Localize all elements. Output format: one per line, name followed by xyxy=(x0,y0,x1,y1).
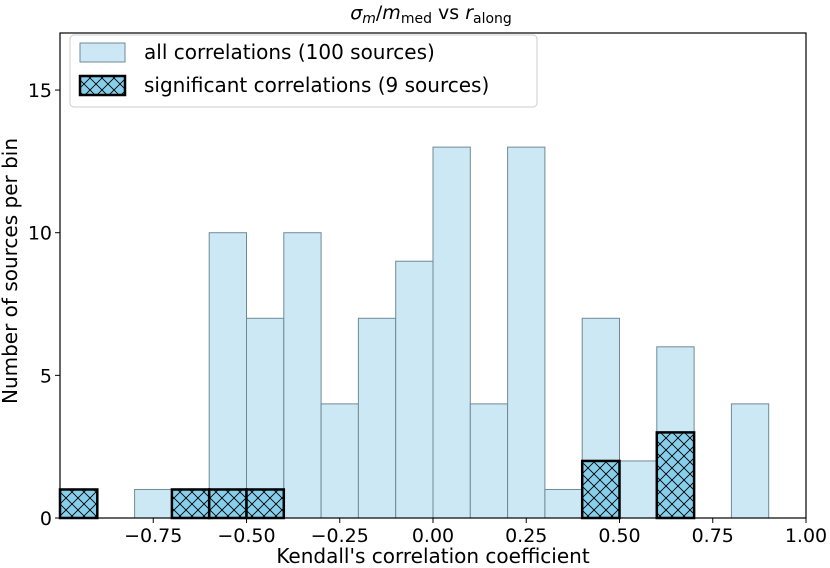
x-axis-ticks: −0.75 −0.50 −0.25 0.00 0.25 0.50 0.75 1.00 xyxy=(124,518,827,547)
x-tick-label: 0.50 xyxy=(598,525,640,547)
bar-all-14 xyxy=(730,403,770,519)
x-tick-label: 0.00 xyxy=(412,525,454,547)
bar-all-7 xyxy=(432,146,471,519)
y-axis-ticks: 0 5 10 15 xyxy=(28,80,60,530)
legend-label-all: all correlations (100 sources) xyxy=(144,40,435,64)
bar-all-6 xyxy=(395,260,434,519)
x-tick-label: −0.75 xyxy=(124,525,182,547)
bar-all-1 xyxy=(208,232,247,519)
bar-all-4 xyxy=(320,403,359,519)
x-tick-label: −0.25 xyxy=(311,525,369,547)
y-tick-label: 0 xyxy=(40,508,52,530)
significant-correlations-bars xyxy=(58,431,696,520)
legend: all correlations (100 sources) significa… xyxy=(69,34,538,108)
y-axis-label: Number of sources per bin xyxy=(0,138,22,404)
bar-all-3 xyxy=(283,232,322,519)
bar-significant-hatch-2 xyxy=(207,488,248,520)
bar-all-12 xyxy=(619,460,658,519)
legend-frame xyxy=(69,34,538,108)
y-tick-label: 15 xyxy=(28,80,52,102)
bar-all-2 xyxy=(246,317,285,519)
bar-all-10 xyxy=(544,488,583,519)
bar-significant-hatch-1 xyxy=(170,488,211,520)
bar-all-8 xyxy=(469,403,509,519)
bar-all-5 xyxy=(357,317,397,519)
x-tick-label: 1.00 xyxy=(785,525,827,547)
legend-label-significant: significant correlations (9 sources) xyxy=(144,73,489,97)
bar-significant-hatch-4 xyxy=(580,459,621,520)
x-tick-label: 0.75 xyxy=(692,525,734,547)
y-tick-label: 5 xyxy=(40,365,52,387)
y-tick-label: 10 xyxy=(28,223,52,245)
legend-swatch-all xyxy=(79,42,126,63)
x-tick-label: −0.50 xyxy=(217,525,275,547)
chart-title: σm/mmed vs ralong xyxy=(350,2,512,27)
legend-swatch-significant-hatch xyxy=(78,74,127,97)
bar-significant-hatch-5 xyxy=(655,431,696,520)
x-tick-label: 0.25 xyxy=(505,525,547,547)
bar-all-0 xyxy=(134,488,173,519)
bar-significant-hatch-3 xyxy=(245,488,286,520)
bar-all-9 xyxy=(507,146,546,519)
x-axis-label: Kendall's correlation coefficient xyxy=(276,544,590,568)
bar-significant-hatch-0 xyxy=(58,488,99,520)
